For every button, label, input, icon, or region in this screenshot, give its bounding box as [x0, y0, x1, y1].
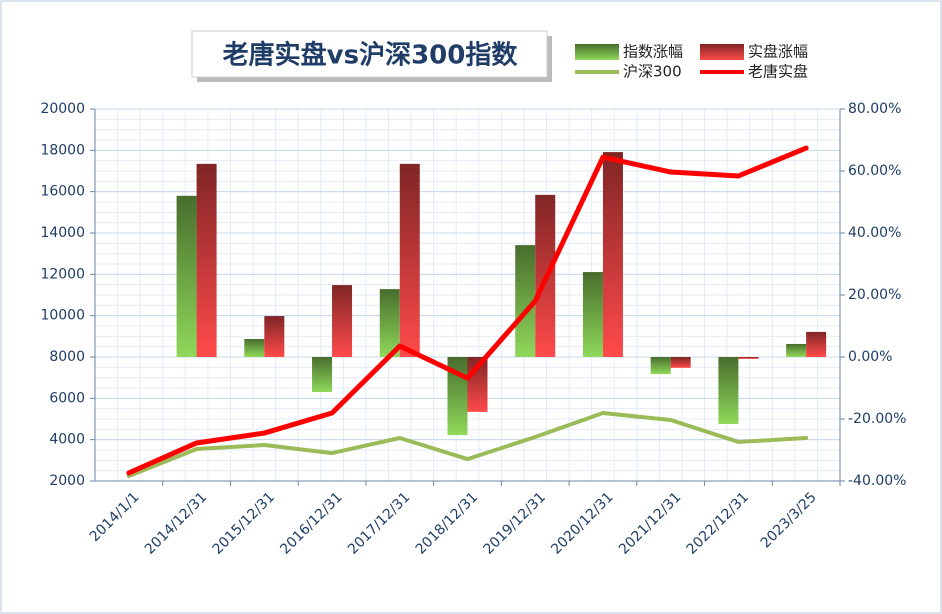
legend-label: 老唐实盘 — [748, 63, 808, 81]
bar — [196, 163, 217, 357]
y-tick-label: 18000 — [40, 142, 85, 158]
bar — [332, 285, 353, 357]
legend-label: 实盘涨幅 — [748, 43, 808, 61]
legend-label: 沪深300 — [623, 63, 682, 81]
y-tick-label: 10000 — [40, 308, 85, 324]
y2-tick-label: -20.00% — [848, 411, 906, 427]
y-tick-label: 12000 — [40, 266, 85, 282]
y-tick-label: 16000 — [40, 184, 85, 200]
y-tick-label: 2000 — [49, 473, 85, 489]
line — [126, 411, 809, 479]
bar — [650, 357, 671, 375]
y2-tick-label: 40.00% — [848, 225, 901, 241]
bar — [718, 357, 739, 424]
bar — [312, 357, 333, 393]
title-box — [191, 30, 548, 78]
bar — [582, 272, 603, 357]
bar — [670, 357, 691, 368]
y2-tick-label: 20.00% — [848, 287, 901, 303]
bar — [264, 316, 285, 357]
y2-tick-label: 60.00% — [848, 163, 901, 179]
bar — [379, 289, 400, 357]
bar — [806, 331, 827, 357]
bar — [786, 343, 807, 357]
legend-swatch — [575, 44, 619, 60]
y2-tick-label: 80.00% — [848, 101, 901, 117]
bar — [738, 357, 759, 359]
y2-tick-label: 0.00% — [848, 349, 892, 365]
line — [126, 145, 809, 476]
bar — [515, 245, 536, 357]
bar — [176, 195, 197, 357]
bar — [399, 163, 420, 357]
y-tick-label: 14000 — [40, 225, 85, 241]
y-tick-label: 6000 — [49, 390, 85, 406]
y-tick-label: 8000 — [49, 349, 85, 365]
bar — [244, 339, 265, 357]
chart-title: 老唐实盘vs沪深300指数 — [223, 40, 519, 71]
legend-label: 指数涨幅 — [623, 43, 683, 61]
bar — [602, 152, 623, 357]
y-tick-label: 20000 — [40, 101, 85, 117]
y-tick-label: 4000 — [49, 432, 85, 448]
legend-swatch — [700, 44, 744, 60]
y2-tick-label: -40.00% — [848, 473, 906, 489]
